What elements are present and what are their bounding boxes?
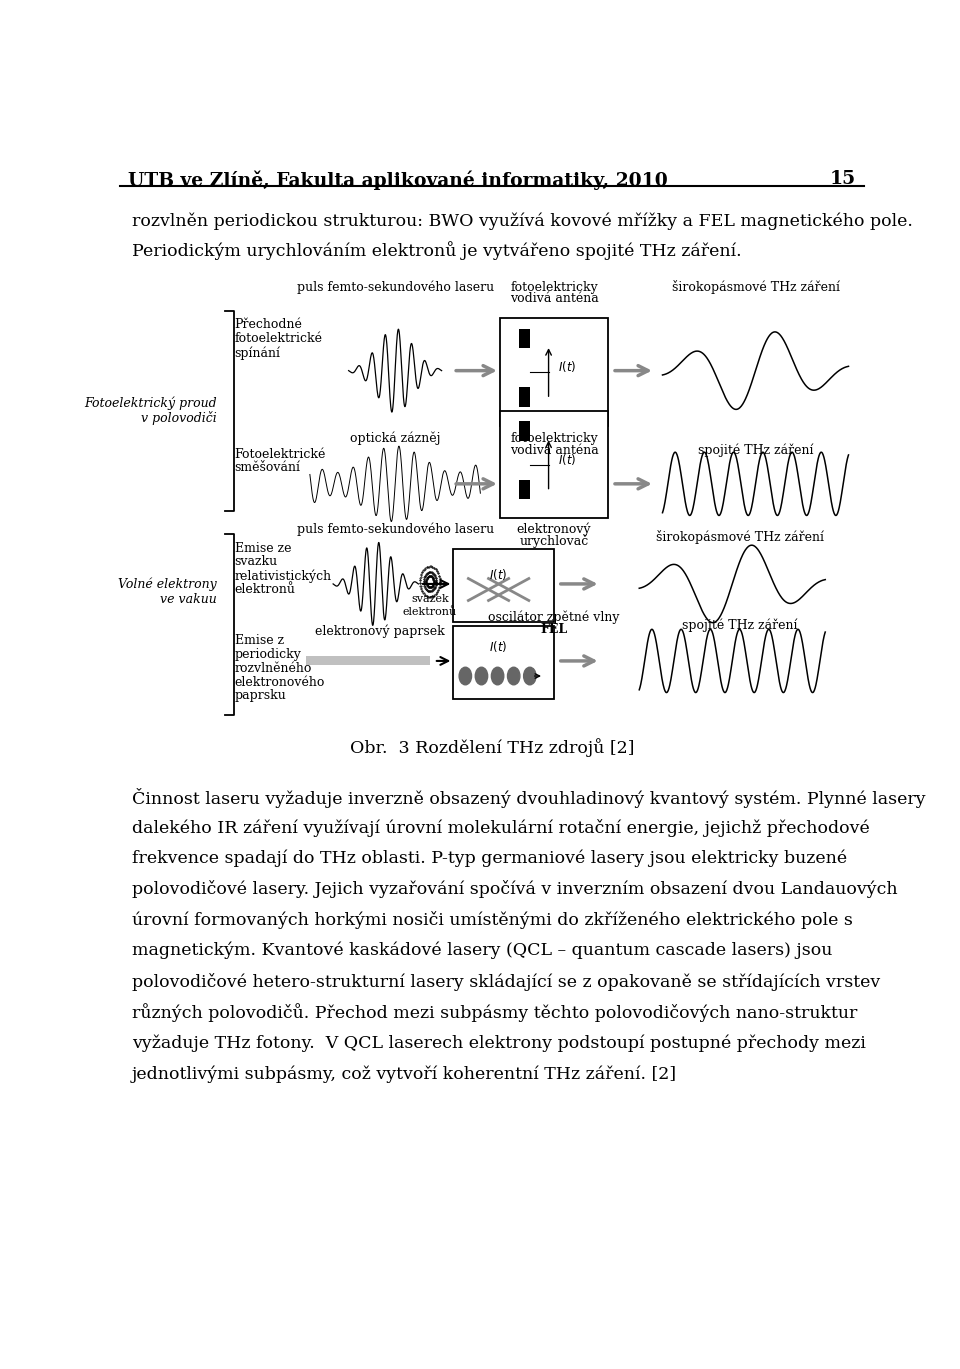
Text: ve vakuu: ve vakuu [160, 593, 217, 606]
Text: Emise z: Emise z [234, 634, 284, 648]
Text: úrovní formovaných horkými nosiči umístěnými do zkříženého elektrického pole s: úrovní formovaných horkými nosiči umístě… [132, 912, 852, 930]
Text: Emise ze: Emise ze [234, 542, 291, 554]
Text: spínání: spínání [234, 346, 280, 360]
Circle shape [492, 667, 504, 684]
Bar [306, 656, 430, 665]
Text: 15: 15 [830, 170, 856, 189]
Text: širokopásmové THz záření: širokopásmové THz záření [671, 279, 839, 293]
Text: fotoelektricky: fotoelektricky [510, 281, 598, 293]
Text: fotoelektricky: fotoelektricky [510, 433, 598, 445]
Text: elektronů: elektronů [234, 583, 296, 596]
Text: dalekého IR záření využívají úrovní molekulární rotační energie, jejichž přechod: dalekého IR záření využívají úrovní mole… [132, 819, 870, 836]
Text: $I(t)$: $I(t)$ [490, 567, 508, 582]
Text: rozvlněného: rozvlněného [234, 661, 312, 675]
Text: $I(t)$: $I(t)$ [490, 639, 508, 654]
Text: elektronů: elektronů [403, 606, 457, 617]
Text: paprsku: paprsku [234, 690, 286, 702]
Bar [519, 387, 530, 407]
Bar [453, 626, 554, 700]
Text: elektronového: elektronového [234, 675, 325, 689]
Text: magnetickým. Kvantové kaskádové lasery (QCL – quantum cascade lasers) jsou: magnetickým. Kvantové kaskádové lasery (… [132, 942, 832, 960]
Text: elektronový paprsek: elektronový paprsek [315, 624, 444, 638]
Bar [519, 422, 530, 441]
Text: vyžaduje THz fotony.  V QCL laserech elektrony podstoupí postupné přechody mezi: vyžaduje THz fotony. V QCL laserech elek… [132, 1035, 866, 1051]
Text: v polovodiči: v polovodiči [141, 411, 217, 426]
Text: Obr.  3 Rozdělení THz zdrojů [2]: Obr. 3 Rozdělení THz zdrojů [2] [349, 738, 635, 757]
Bar [519, 479, 530, 500]
Text: $I(t)$: $I(t)$ [558, 452, 576, 467]
Text: periodicky: periodicky [234, 648, 301, 661]
Text: relativistických: relativistických [234, 570, 332, 583]
Circle shape [523, 667, 536, 684]
Text: frekvence spadají do THz oblasti. P-typ germaniové lasery jsou elektricky buzené: frekvence spadají do THz oblasti. P-typ … [132, 850, 847, 867]
Text: svazek: svazek [411, 594, 449, 604]
Text: Volné elektrony: Volné elektrony [118, 578, 217, 590]
Text: vodivá anténa: vodivá anténa [510, 292, 598, 305]
Text: puls femto-sekundového laseru: puls femto-sekundového laseru [297, 523, 493, 537]
Text: různých polovodičů. Přechod mezi subpásmy těchto polovodičových nano-struktur: různých polovodičů. Přechod mezi subpásm… [132, 1003, 857, 1023]
Text: širokopásmové THz záření: širokopásmové THz záření [656, 530, 824, 543]
Text: Periodickým urychlováním elektronů je vytvářeno spojité THz záření.: Periodickým urychlováním elektronů je vy… [132, 241, 741, 260]
Text: vodivá anténa: vodivá anténa [510, 444, 598, 457]
Text: fotoelektrické: fotoelektrické [234, 333, 323, 345]
Circle shape [475, 667, 488, 684]
Text: rozvlněn periodickou strukturou: BWO využívá kovové mřížky a FEL magnetického po: rozvlněn periodickou strukturou: BWO vyu… [132, 212, 913, 230]
Bar [519, 329, 530, 349]
Bar [500, 411, 609, 519]
Text: urychlovač: urychlovač [519, 534, 588, 548]
Text: Fotoelektrické: Fotoelektrické [234, 448, 326, 460]
Text: spojité THz záření: spojité THz záření [683, 619, 798, 632]
Text: $I(t)$: $I(t)$ [558, 359, 576, 374]
Text: polovodičové hetero-strukturní lasery skládající se z opakovaně se střídajících : polovodičové hetero-strukturní lasery sk… [132, 973, 880, 991]
Circle shape [459, 667, 471, 684]
Text: puls femto-sekundového laseru: puls femto-sekundového laseru [297, 281, 493, 293]
Text: Fotoelektrický proud: Fotoelektrický proud [84, 396, 217, 409]
Text: spojité THz záření: spojité THz záření [698, 444, 813, 457]
Text: elektronový: elektronový [516, 523, 591, 537]
Text: FEL: FEL [540, 623, 567, 635]
Text: jednotlivými subpásmy, což vytvoří koherentní THz záření. [2]: jednotlivými subpásmy, což vytvoří koher… [132, 1065, 677, 1083]
Text: směšování: směšování [234, 461, 300, 475]
Bar [453, 549, 554, 623]
Text: Činnost laseru vyžaduje inverzně obsazený dvouhladinový kvantový systém. Plynné : Činnost laseru vyžaduje inverzně obsazen… [132, 789, 925, 808]
Circle shape [508, 667, 520, 684]
Text: svazku: svazku [234, 556, 277, 568]
Text: polovodičové lasery. Jejich vyzařování spočívá v inverzním obsazení dvou Landauo: polovodičové lasery. Jejich vyzařování s… [132, 880, 898, 898]
Text: oscilátor zpětné vlny: oscilátor zpětné vlny [489, 611, 620, 624]
Bar [500, 318, 609, 426]
Text: Přechodné: Přechodné [234, 318, 302, 331]
Text: UTB ve Zlíně, Fakulta aplikované informatiky, 2010: UTB ve Zlíně, Fakulta aplikované informa… [128, 170, 667, 190]
Text: optická zázněj: optická zázněj [349, 431, 441, 445]
